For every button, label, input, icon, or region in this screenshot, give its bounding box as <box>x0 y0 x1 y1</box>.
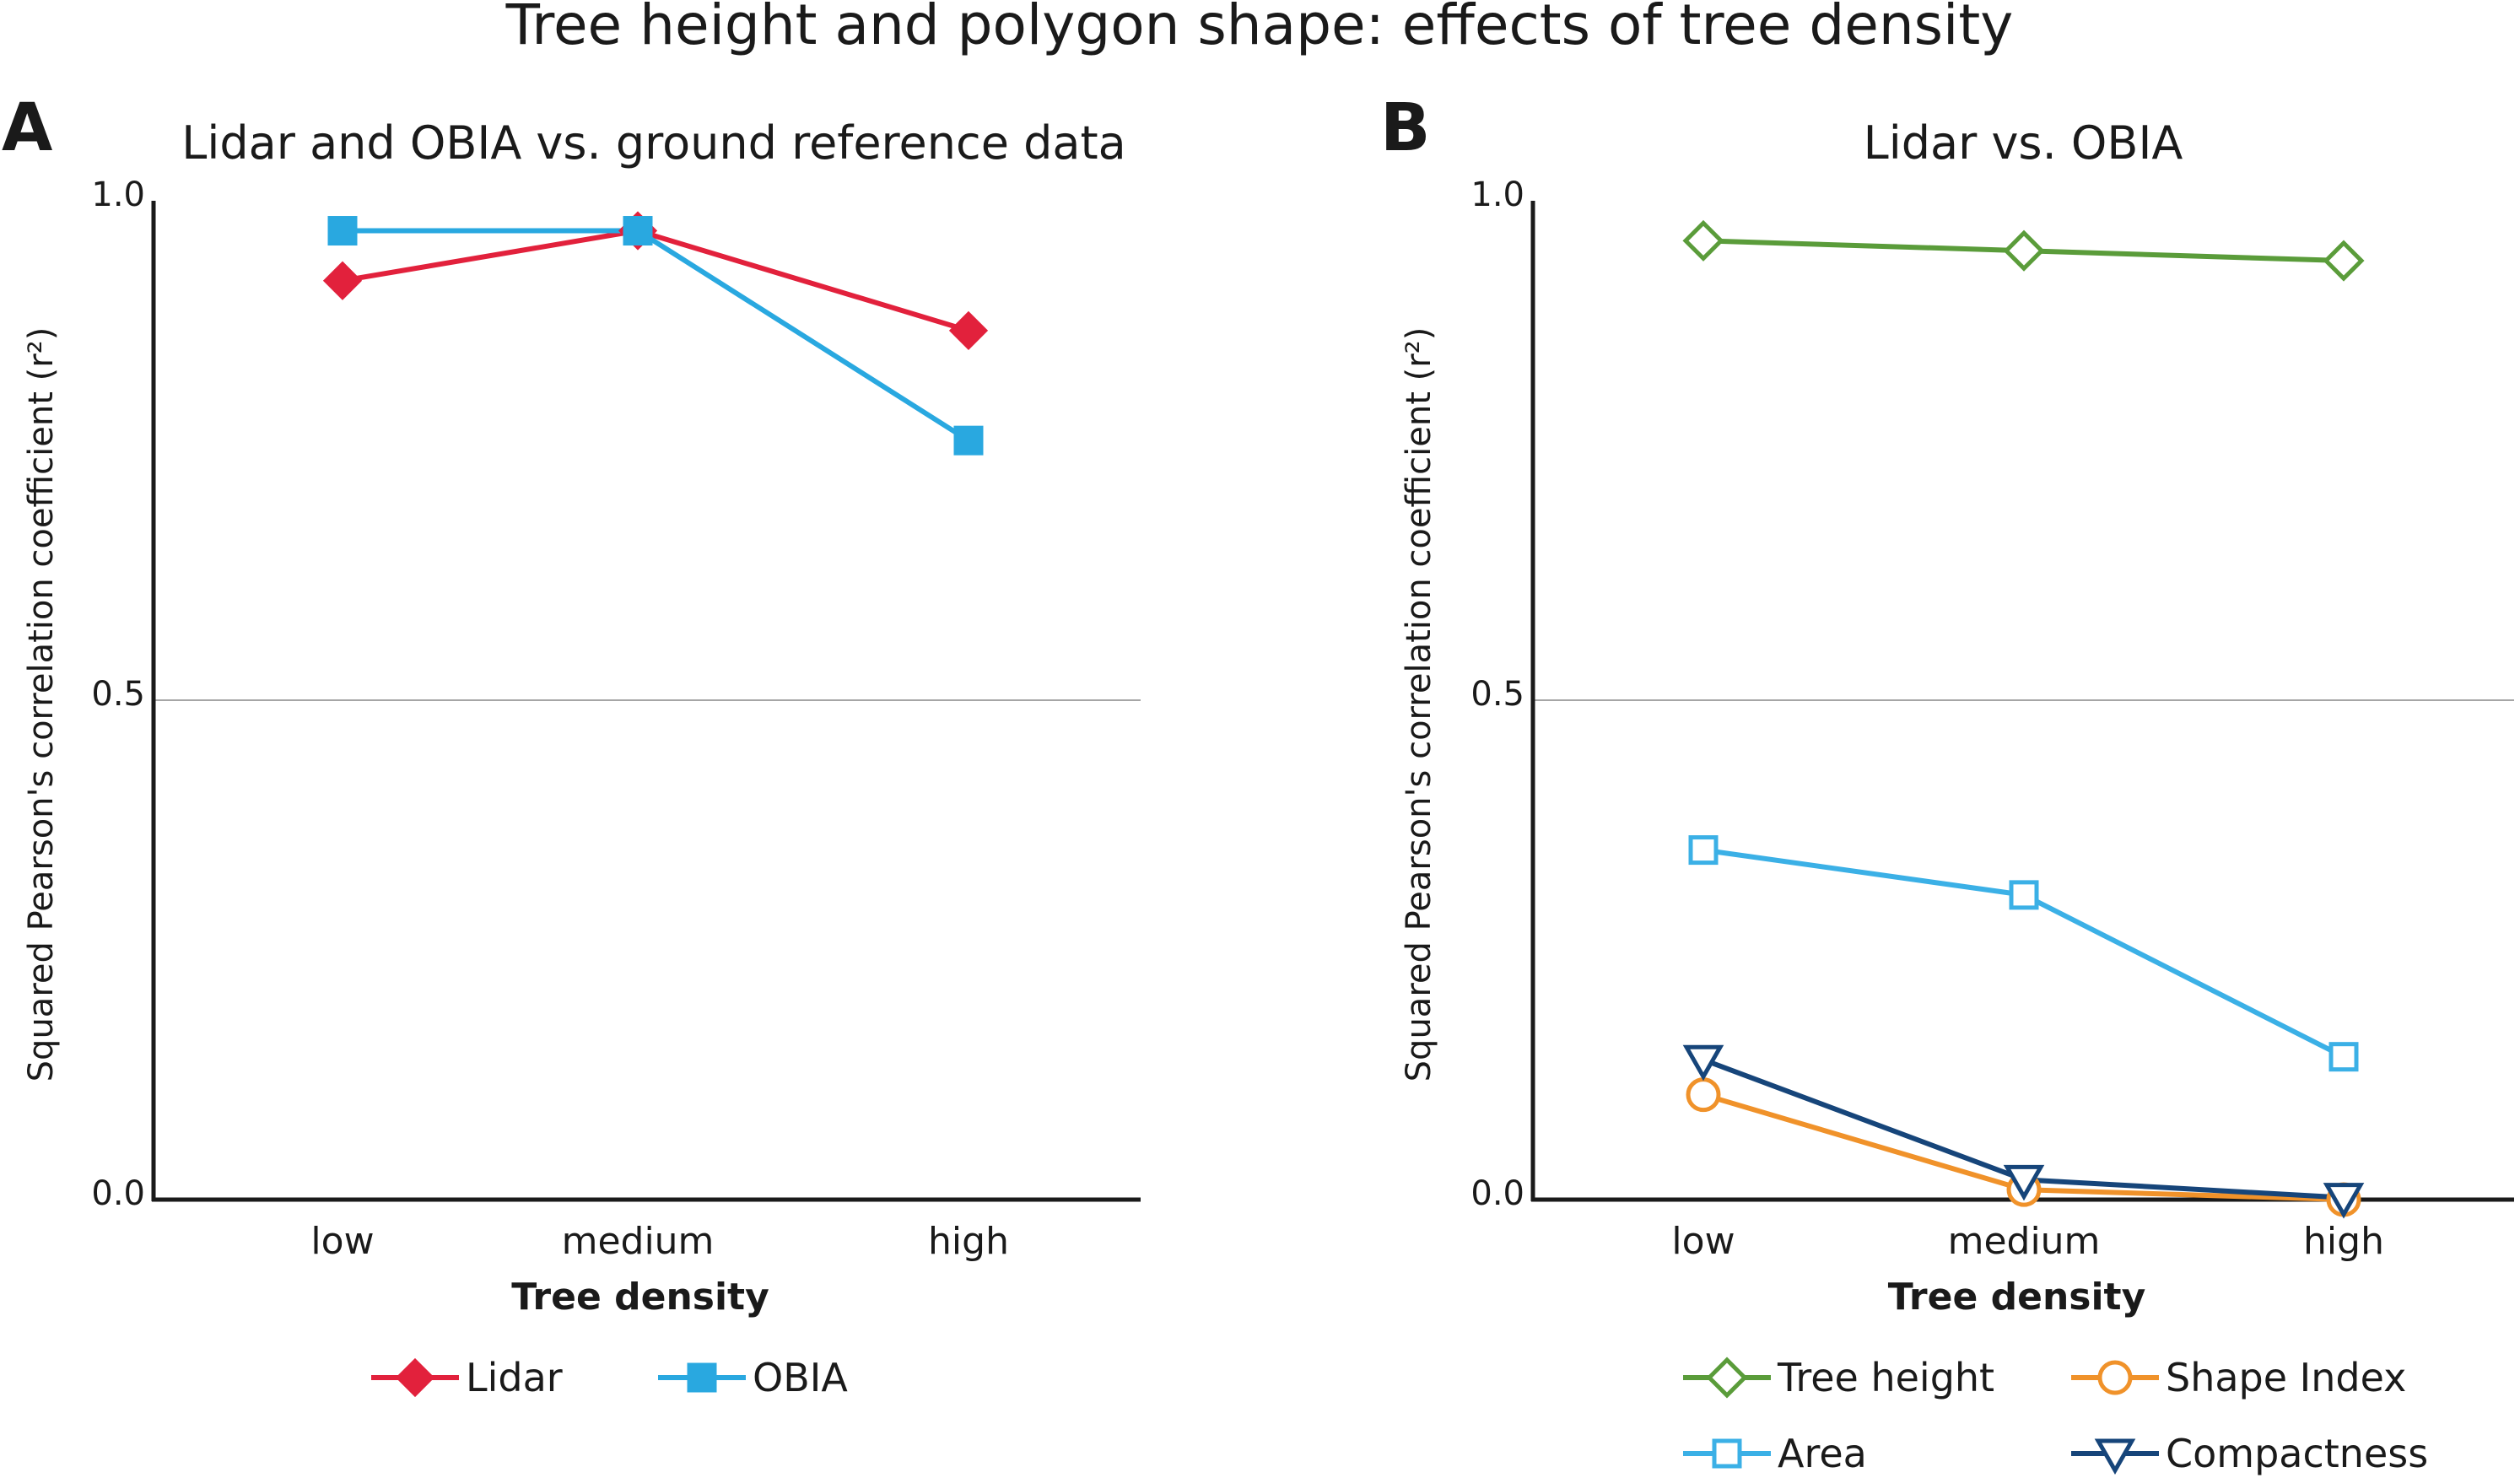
legend-label-compactness: Compactness <box>2166 1431 2428 1476</box>
y-tick-label: 0.5 <box>91 675 145 714</box>
series-line-lidar <box>342 228 969 333</box>
chart-1: 0.0 0.5 1.0 low medium high Tree density Square… <box>22 175 1141 1400</box>
legend-label-tree-height: Tree height <box>1777 1355 1994 1400</box>
x-tick-label-high: high <box>928 1220 1009 1263</box>
legend-item-compactness: Compactness <box>2071 1431 2428 1476</box>
panel-b-letter: B <box>1380 90 1430 166</box>
data-point-tree-height-high <box>2323 240 2365 282</box>
legend-marker-lidar <box>395 1357 435 1398</box>
y-tick-label: 0.5 <box>1470 675 1524 714</box>
x-axis-title: Tree density <box>1888 1276 2146 1319</box>
y-tick-label: 1.0 <box>1470 175 1524 214</box>
data-point-obia-high <box>953 425 984 456</box>
data-point-area-low <box>1688 835 1719 866</box>
legend-item-lidar: Lidar <box>371 1355 563 1400</box>
data-point-compactness-high <box>2323 1183 2365 1219</box>
legend-label-obia: OBIA <box>753 1355 848 1400</box>
x-tick-label-low: low <box>310 1220 374 1263</box>
legend-marker-shape-index <box>2097 1360 2133 1395</box>
data-point-area-medium <box>2009 880 2039 910</box>
legend-item-obia: OBIA <box>658 1355 848 1400</box>
series-line-obia <box>343 228 970 443</box>
legend-marker-obia <box>687 1362 717 1393</box>
x-tick-label-low: low <box>1671 1220 1735 1263</box>
y-tick-label: 0.0 <box>1470 1174 1524 1213</box>
data-point-tree-height-medium <box>2003 229 2045 272</box>
y-tick-label: 0.0 <box>91 1174 145 1213</box>
data-point-lidar-high <box>948 310 989 351</box>
x-tick-label-medium: medium <box>562 1220 715 1263</box>
legend-marker-tree-height <box>1706 1357 1748 1399</box>
panel-b-title: Lidar vs. OBIA <box>1864 116 2183 170</box>
data-point-obia-medium <box>623 216 653 246</box>
legend-label-lidar: Lidar <box>466 1355 563 1400</box>
x-tick-label-medium: medium <box>1948 1220 2101 1263</box>
panel-a-letter: A <box>2 90 52 166</box>
panel-a-title: Lidar and OBIA vs. ground reference data <box>181 116 1125 170</box>
legend-item-area: Area <box>1683 1431 1867 1476</box>
chart-2: 0.0 0.5 1.0 low medium high Tree density Square… <box>1400 175 2514 1476</box>
data-point-tree-height-low <box>1682 219 1724 262</box>
data-point-lidar-low <box>322 261 363 300</box>
data-point-compactness-medium <box>2003 1164 2045 1201</box>
legend-item-tree-height: Tree height <box>1683 1355 1994 1400</box>
data-point-area-high <box>2328 1042 2359 1072</box>
legend-marker-compactness <box>2094 1438 2136 1475</box>
data-point-obia-low <box>327 216 358 246</box>
x-axis-title: Tree density <box>511 1276 769 1319</box>
x-tick-label-high: high <box>2303 1220 2384 1263</box>
y-tick-label: 1.0 <box>91 175 145 214</box>
y-axis-title: Squared Pearson's correlation coefficien… <box>1400 327 1438 1082</box>
legend-label-area: Area <box>1778 1431 1867 1476</box>
legend-label-shape-index: Shape Index <box>2166 1355 2406 1400</box>
y-axis-title: Squared Pearson's correlation coefficien… <box>22 327 61 1082</box>
legend-marker-area <box>1712 1438 1742 1469</box>
data-point-compactness-low <box>1682 1044 1724 1082</box>
data-point-shape-index-low <box>1686 1077 1721 1113</box>
panel-a: A Lidar and OBIA vs. ground reference da… <box>2 90 1126 170</box>
panel-b: B Lidar vs. OBIA <box>1380 90 2183 170</box>
figure-title: Tree height and polygon shape: effects o… <box>505 0 2014 57</box>
legend-item-shape-index: Shape Index <box>2071 1355 2406 1400</box>
